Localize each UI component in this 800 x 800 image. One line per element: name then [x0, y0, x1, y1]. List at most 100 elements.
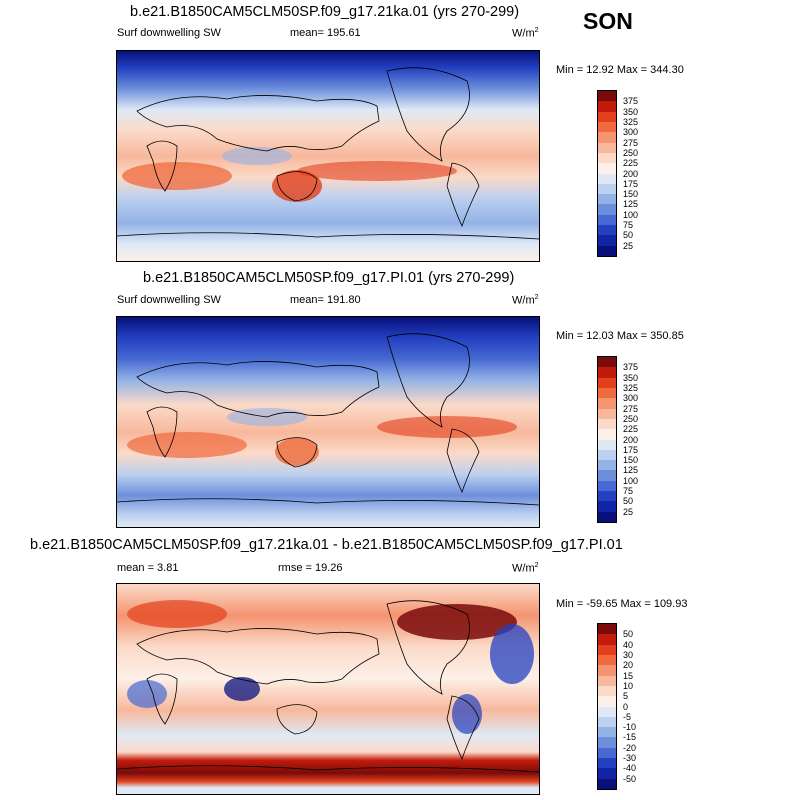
panel-1-cloud-band: [222, 147, 292, 165]
panel-1-map-svg: [117, 51, 539, 261]
panel-1-colorbar-label: 225: [623, 158, 639, 169]
panel-1-colorbar-label: 200: [623, 168, 639, 179]
panel-2-colorbar-label: 150: [623, 455, 639, 466]
panel-2-colorbar-label: 350: [623, 372, 639, 383]
panel-3-colorbar-label: 50: [623, 629, 634, 640]
panel-2-warm-band-atlantic: [377, 416, 517, 438]
panel-2-colorbar: [597, 356, 617, 523]
panel-1-colorbar-label: 100: [623, 209, 639, 220]
panel-1-colorbar-box: [598, 111, 616, 122]
panel-3-colorbar-label: 0: [623, 701, 629, 712]
panel-2-units: W/m2: [512, 294, 539, 307]
panel-2-title: b.e21.B1850CAM5CLM50SP.f09_g17.PI.01 (yr…: [143, 270, 515, 286]
panel-1-colorbar-box: [598, 142, 616, 153]
panel-1-colorbar-box: [598, 204, 616, 215]
panel-3-colorbar-label: -30: [623, 753, 637, 764]
panel-1-map: [116, 50, 540, 262]
panel-2-colorbar-box: [598, 470, 616, 481]
panel-1-colorbar-label: 325: [623, 116, 639, 127]
panel-3-colorbar-label: -5: [623, 711, 632, 722]
panel-3-colorbar-box: [598, 696, 616, 707]
panel-2-colorbar-label: 300: [623, 393, 639, 404]
panel-1-colorbar-box: [598, 91, 616, 102]
panel-2-map: [116, 316, 540, 528]
panel-2-colorbar-box: [598, 439, 616, 450]
panel-1-colorbar: [597, 90, 617, 257]
panel-3-south-america-negative: [452, 694, 482, 734]
panel-3-title: b.e21.B1850CAM5CLM50SP.f09_g17.21ka.01 -…: [30, 537, 623, 553]
panel-3-colorbar-box: [598, 727, 616, 738]
panel-2-warm-band: [127, 432, 247, 458]
panel-1-colorbar-box: [598, 214, 616, 226]
panel-2-colorbar-box: [598, 408, 616, 419]
panel-3-colorbar-box: [598, 758, 616, 769]
panel-3-coastlines: [117, 600, 539, 773]
panel-2-minmax: Min = 12.03 Max = 350.85: [556, 330, 684, 342]
panel-3-colorbar-box: [598, 768, 616, 779]
panel-1-colorbar-label: 125: [623, 199, 639, 210]
panel-2-colorbar-label: 75: [623, 486, 634, 497]
panel-1-colorbar-label: 375: [623, 96, 639, 107]
panel-3-colorbar-box: [598, 737, 616, 748]
panel-1-colorbar-box: [598, 121, 616, 133]
panel-2-colorbar-label: 125: [623, 465, 639, 476]
panel-1-colorbar-box: [598, 163, 616, 174]
panel-2-colorbar-label: 50: [623, 496, 634, 507]
panel-2-colorbar-label: 325: [623, 382, 639, 393]
panel-3-colorbar-box: [598, 634, 616, 645]
panel-3-colorbar-box: [598, 675, 616, 686]
panel-1-colorbar-box: [598, 101, 616, 112]
panel-2-colorbar-label: 25: [623, 506, 634, 517]
panel-3-colorbar-box: [598, 665, 616, 676]
panel-3-colorbar: [597, 623, 617, 790]
panel-3-map-svg: [117, 584, 539, 794]
panel-1-colorbar-label: 250: [623, 147, 639, 158]
panel-2-colorbar-box: [598, 398, 616, 409]
panel-3-colorbar-box: [598, 654, 616, 666]
panel-1-colorbar-label: 175: [623, 178, 639, 189]
panel-1-minmax: Min = 12.92 Max = 344.30: [556, 64, 684, 76]
panel-2-colorbar-label: 175: [623, 444, 639, 455]
panel-1-colorbar-label: 150: [623, 189, 639, 200]
panel-1-colorbar-label: 275: [623, 137, 639, 148]
panel-2-colorbar-box: [598, 357, 616, 368]
season-label: SON: [583, 8, 633, 34]
panel-1-colorbar-box: [598, 225, 616, 236]
panel-3-africa-negative: [127, 680, 167, 708]
panel-3-colorbar-label: 30: [623, 649, 634, 660]
panel-2-australia-max: [275, 438, 319, 466]
panel-3-rmse-label: rmse = 19.26: [278, 562, 343, 574]
panel-3-colorbar-label: -20: [623, 742, 637, 753]
panel-3-colorbar-label: 5: [623, 691, 629, 702]
panel-2-colorbar-box: [598, 377, 616, 388]
panel-2-colorbar-label: 275: [623, 403, 639, 414]
panel-2-colorbar-box: [598, 429, 616, 440]
panel-1-warm-band-pacific: [297, 161, 457, 181]
panel-3-units: W/m2: [512, 562, 539, 575]
panel-1-colorbar-label: 50: [623, 230, 634, 241]
panel-1-colorbar-label: 350: [623, 106, 639, 117]
panel-3-colorbar-label: 40: [623, 639, 634, 650]
panel-1-units: W/m2: [512, 27, 539, 40]
panel-2-colorbar-box: [598, 460, 616, 471]
panel-3-mean-label: mean = 3.81: [117, 562, 179, 574]
panel-2-colorbar-box: [598, 511, 616, 522]
panel-1-colorbar-box: [598, 194, 616, 205]
panel-3-colorbar-box: [598, 716, 616, 728]
panel-1-colorbar-box: [598, 132, 616, 143]
panel-2-variable-label: Surf downwelling SW: [117, 294, 221, 306]
panel-3-colorbar-box: [598, 624, 616, 635]
panel-3-map: [116, 583, 540, 795]
panel-2-colorbar-label: 100: [623, 475, 639, 486]
panel-2-colorbar-label: 200: [623, 434, 639, 445]
panel-2-coastlines: [117, 333, 539, 506]
panel-2-colorbar-box: [598, 480, 616, 492]
panel-1-title: b.e21.B1850CAM5CLM50SP.f09_g17.21ka.01 (…: [130, 4, 520, 20]
panel-1-warm-band: [122, 162, 232, 190]
panel-1-colorbar-box: [598, 173, 616, 184]
panel-2-colorbar-label: 225: [623, 424, 639, 435]
panel-2-mean-label: mean= 191.80: [290, 294, 361, 306]
panel-2-colorbar-box: [598, 387, 616, 399]
panel-3-colorbar-box: [598, 644, 616, 655]
panel-2-colorbar-box: [598, 449, 616, 461]
